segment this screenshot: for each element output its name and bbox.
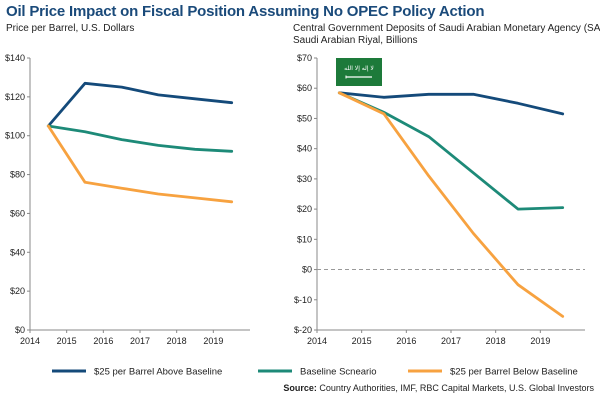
right-series-line-baseline xyxy=(337,91,565,211)
legend-label-baseline: Baseline Scneario xyxy=(300,367,377,378)
right-x-tick-label: 2016 xyxy=(396,336,416,346)
saudi-arabia-flag-icon: ﻻ إله إلا الله xyxy=(336,58,382,86)
right-y-tick-label: $70 xyxy=(297,53,312,63)
left-y-tick-label: $120 xyxy=(5,92,25,102)
right-x-tick-label: 2014 xyxy=(307,336,327,346)
right-y-tick-label: $0 xyxy=(302,265,312,275)
right-y-tick-label: $-20 xyxy=(294,325,312,335)
left-y-tick-label: $80 xyxy=(10,170,25,180)
right-chart: $-20 $-10 $0 $10 $20 $30 $40 $50 $60 $70 2014 2015 2… xyxy=(294,53,585,346)
legend-label-above: $25 per Barrel Above Baseline xyxy=(94,367,222,378)
legend-label-below: $25 per Barrel Below Baseline xyxy=(450,367,578,378)
left-series-line-below xyxy=(46,124,234,204)
svg-text:ﻻ إله إلا الله: ﻻ إله إلا الله xyxy=(344,65,374,72)
right-y-tick-label: $-10 xyxy=(294,295,312,305)
left-x-tick-label: 2019 xyxy=(203,336,223,346)
left-series-line-above xyxy=(46,81,234,128)
left-series-line-baseline xyxy=(46,124,234,153)
left-x-tick-label: 2016 xyxy=(93,336,113,346)
page-title: Oil Price Impact on Fiscal Position Assu… xyxy=(6,3,485,20)
legend: $25 per Barrel Above Baseline Baseline Sc… xyxy=(52,367,578,378)
left-y-tick-label: $100 xyxy=(5,131,25,141)
right-series-line-below xyxy=(337,91,565,318)
left-chart-subtitle: Price per Barrel, U.S. Dollars xyxy=(6,23,135,34)
left-x-tick-label: 2015 xyxy=(57,336,77,346)
right-x-tick-label: 2018 xyxy=(486,336,506,346)
right-chart-subtitle: Saudi Arabian Riyal, Billions xyxy=(293,35,418,46)
right-y-tick-label: $40 xyxy=(297,144,312,154)
right-y-tick-label: $30 xyxy=(297,174,312,184)
right-x-tick-label: 2015 xyxy=(352,336,372,346)
right-y-tick-label: $50 xyxy=(297,113,312,123)
left-y-tick-label: $140 xyxy=(5,53,25,63)
source-note: Source: Country Authorities, IMF, RBC Ca… xyxy=(283,383,594,393)
right-x-tick-label: 2019 xyxy=(530,336,550,346)
right-y-tick-label: $60 xyxy=(297,83,312,93)
left-y-tick-label: $0 xyxy=(15,325,25,335)
right-y-tick-label: $20 xyxy=(297,204,312,214)
left-x-tick-label: 2017 xyxy=(130,336,150,346)
left-y-tick-label: $40 xyxy=(10,247,25,257)
left-y-tick-label: $20 xyxy=(10,286,25,296)
right-chart-title: Central Government Deposits of Saudi Ara… xyxy=(293,23,600,34)
left-y-tick-label: $60 xyxy=(10,208,25,218)
left-x-tick-label: 2018 xyxy=(167,336,187,346)
right-series-line-above xyxy=(337,91,565,116)
left-x-tick-label: 2014 xyxy=(20,336,40,346)
left-chart: $0 $20 $40 $60 $80 $100 $120 $140 2014 2015 2016 20… xyxy=(5,53,250,346)
right-y-tick-label: $10 xyxy=(297,234,312,244)
right-x-tick-label: 2017 xyxy=(441,336,461,346)
